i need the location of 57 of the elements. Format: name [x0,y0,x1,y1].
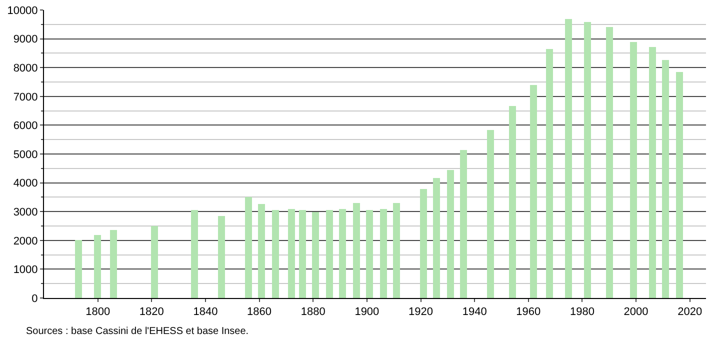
bar [366,210,373,298]
bar [630,42,637,298]
y-tick-label: 0 [32,292,38,305]
x-tick-label: 2020 [678,306,702,318]
y-tick-label: 10000 [7,4,38,17]
bar [191,210,198,298]
x-tick-label: 1840 [193,306,218,318]
bar [110,230,117,298]
bar [258,204,265,298]
bar [245,197,252,298]
bar [676,72,683,298]
bar [447,170,454,298]
bar [606,27,613,298]
y-tick-label: 9000 [13,34,38,46]
bar [218,216,225,298]
bar [546,49,553,298]
bar [272,210,279,298]
x-tick-label: 2000 [624,306,648,318]
bar [420,189,427,298]
bar [288,209,295,298]
x-tick-label: 1960 [516,306,541,318]
bar [433,178,440,298]
bar [530,85,537,298]
bar [75,240,82,298]
x-tick-label: 1880 [300,306,326,318]
y-tick-label: 3000 [13,206,38,218]
x-tick-label: 1860 [247,306,272,318]
bar [94,235,101,298]
bar [326,210,333,298]
x-tick-label: 1800 [86,306,110,318]
bar [662,60,669,298]
y-tick-label: 6000 [13,120,38,132]
bar [353,203,360,298]
x-tick-label: 1900 [354,306,380,318]
x-tick-label: 1940 [462,306,487,318]
y-tick-label: 2000 [13,235,38,248]
bar [151,226,158,298]
y-tick-label: 5000 [13,148,38,161]
y-tick-label: 4000 [13,178,38,190]
x-tick-label: 1920 [408,306,433,318]
bar [460,150,467,298]
bar [339,209,346,298]
x-tick-label: 1820 [139,306,164,318]
y-tick-label: 8000 [13,62,38,74]
bar [299,210,306,298]
bar [509,106,516,298]
bar [393,203,400,298]
bar [584,22,591,298]
y-tick-label: 1000 [13,264,38,276]
bar [312,212,319,298]
bar [380,209,387,298]
bar [487,130,494,298]
x-tick-label: 1980 [570,306,594,318]
bar [565,19,572,298]
bar [649,47,656,298]
source-note: Sources : base Cassini de l'EHESS et base Insee. [26,326,249,337]
y-tick-label: 7000 [13,91,38,104]
